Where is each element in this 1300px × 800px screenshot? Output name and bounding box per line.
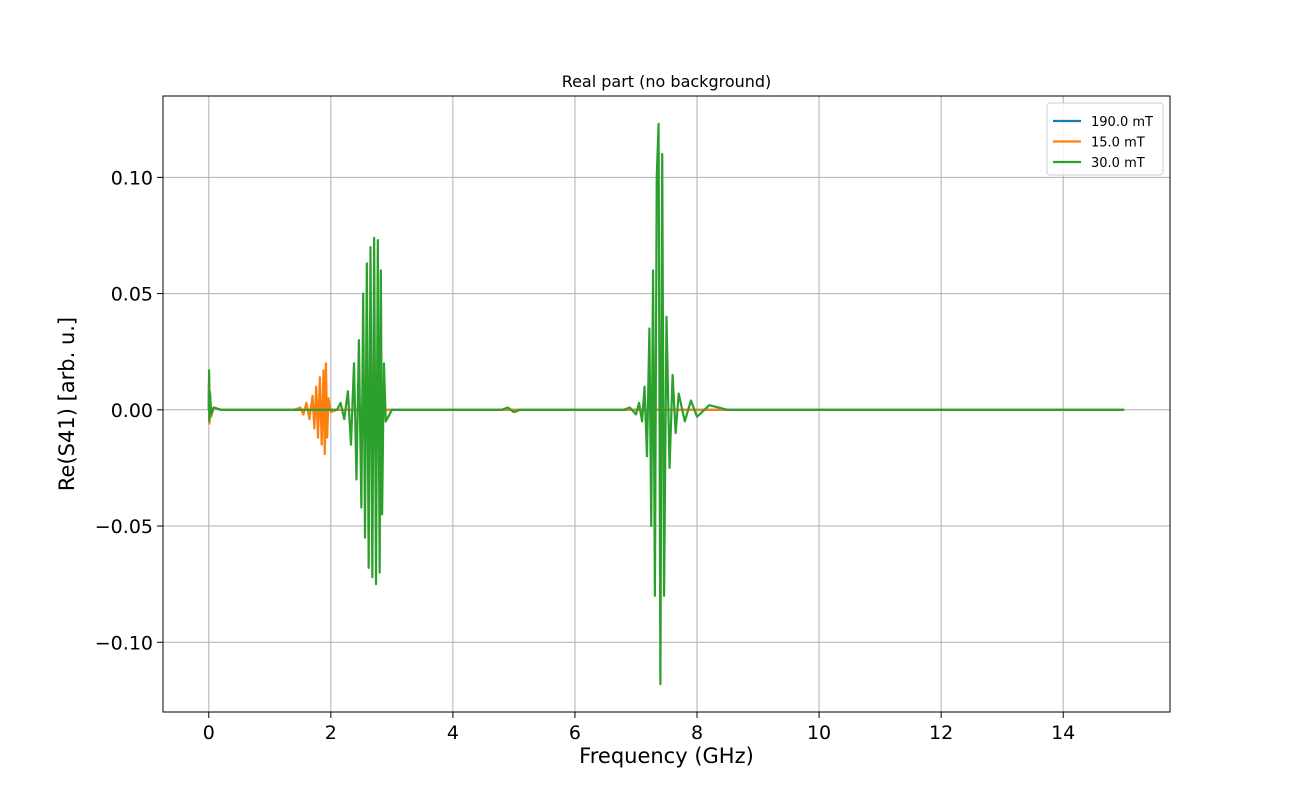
legend-entry: 190.0 mT — [1091, 115, 1153, 130]
y-axis-label: Re(S41) [arb. u.] — [55, 317, 79, 491]
y-tick-label: 0.00 — [111, 400, 153, 422]
chart-title: Real part (no background) — [562, 72, 772, 91]
plot-frame — [162, 95, 1171, 713]
series-line-30-0-mt — [207, 122, 1125, 686]
legend-entry: 15.0 mT — [1091, 136, 1145, 151]
legend: 190.0 mT 15.0 mT 30.0 mT — [1046, 102, 1164, 176]
x-tick-label: 2 — [325, 722, 337, 744]
y-tick-label: 0.10 — [111, 167, 153, 189]
x-tick-label: 10 — [807, 722, 831, 744]
x-tick-label: 0 — [203, 722, 215, 744]
plot-series — [207, 122, 1125, 686]
y-tick-label: −0.05 — [95, 516, 153, 538]
legend-entry: 30.0 mT — [1091, 156, 1145, 171]
y-tick-label: −0.10 — [95, 632, 153, 654]
x-tick-label: 6 — [569, 722, 581, 744]
x-tick-label: 14 — [1051, 722, 1075, 744]
x-tick-label: 4 — [447, 722, 459, 744]
y-tick-label: 0.05 — [111, 284, 153, 306]
ticks: 0 2 4 6 8 10 12 14 −0.10 −0.05 0.00 0.05 0.10 — [95, 167, 1076, 744]
x-axis-label: Frequency (GHz) — [579, 744, 754, 768]
x-tick-label: 8 — [691, 722, 703, 744]
x-tick-label: 12 — [929, 722, 953, 744]
